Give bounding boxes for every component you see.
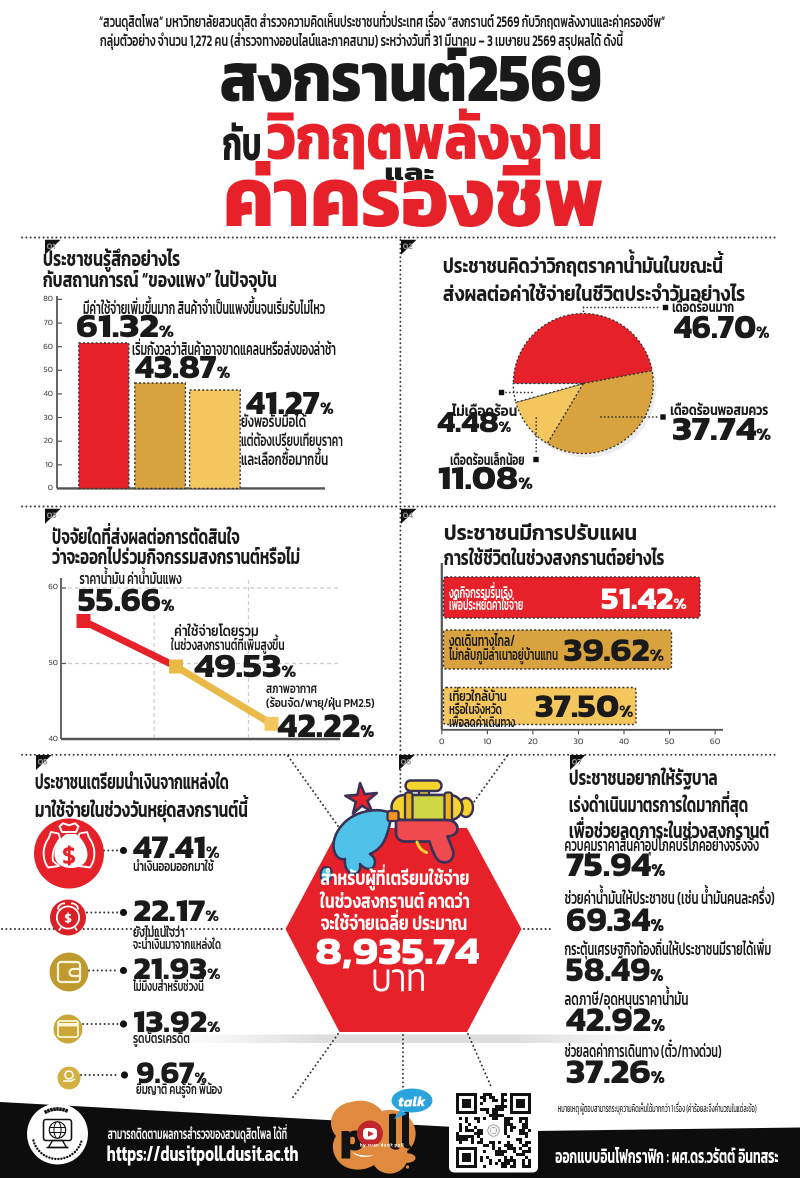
svg-text:02: 02 <box>403 241 414 253</box>
svg-text:06: 06 <box>401 757 412 769</box>
svg-text:04: 04 <box>403 510 414 522</box>
svg-text:03: 03 <box>47 510 57 522</box>
svg-text:07: 07 <box>572 757 582 769</box>
svg-text:by suan dusit poll: by suan dusit poll <box>360 1142 404 1149</box>
svg-text:01: 01 <box>47 241 55 253</box>
svg-text:$: $ <box>62 836 76 874</box>
svg-text:$: $ <box>64 910 72 929</box>
svg-text:05: 05 <box>38 757 49 769</box>
svg-text:talk: talk <box>398 1091 426 1113</box>
